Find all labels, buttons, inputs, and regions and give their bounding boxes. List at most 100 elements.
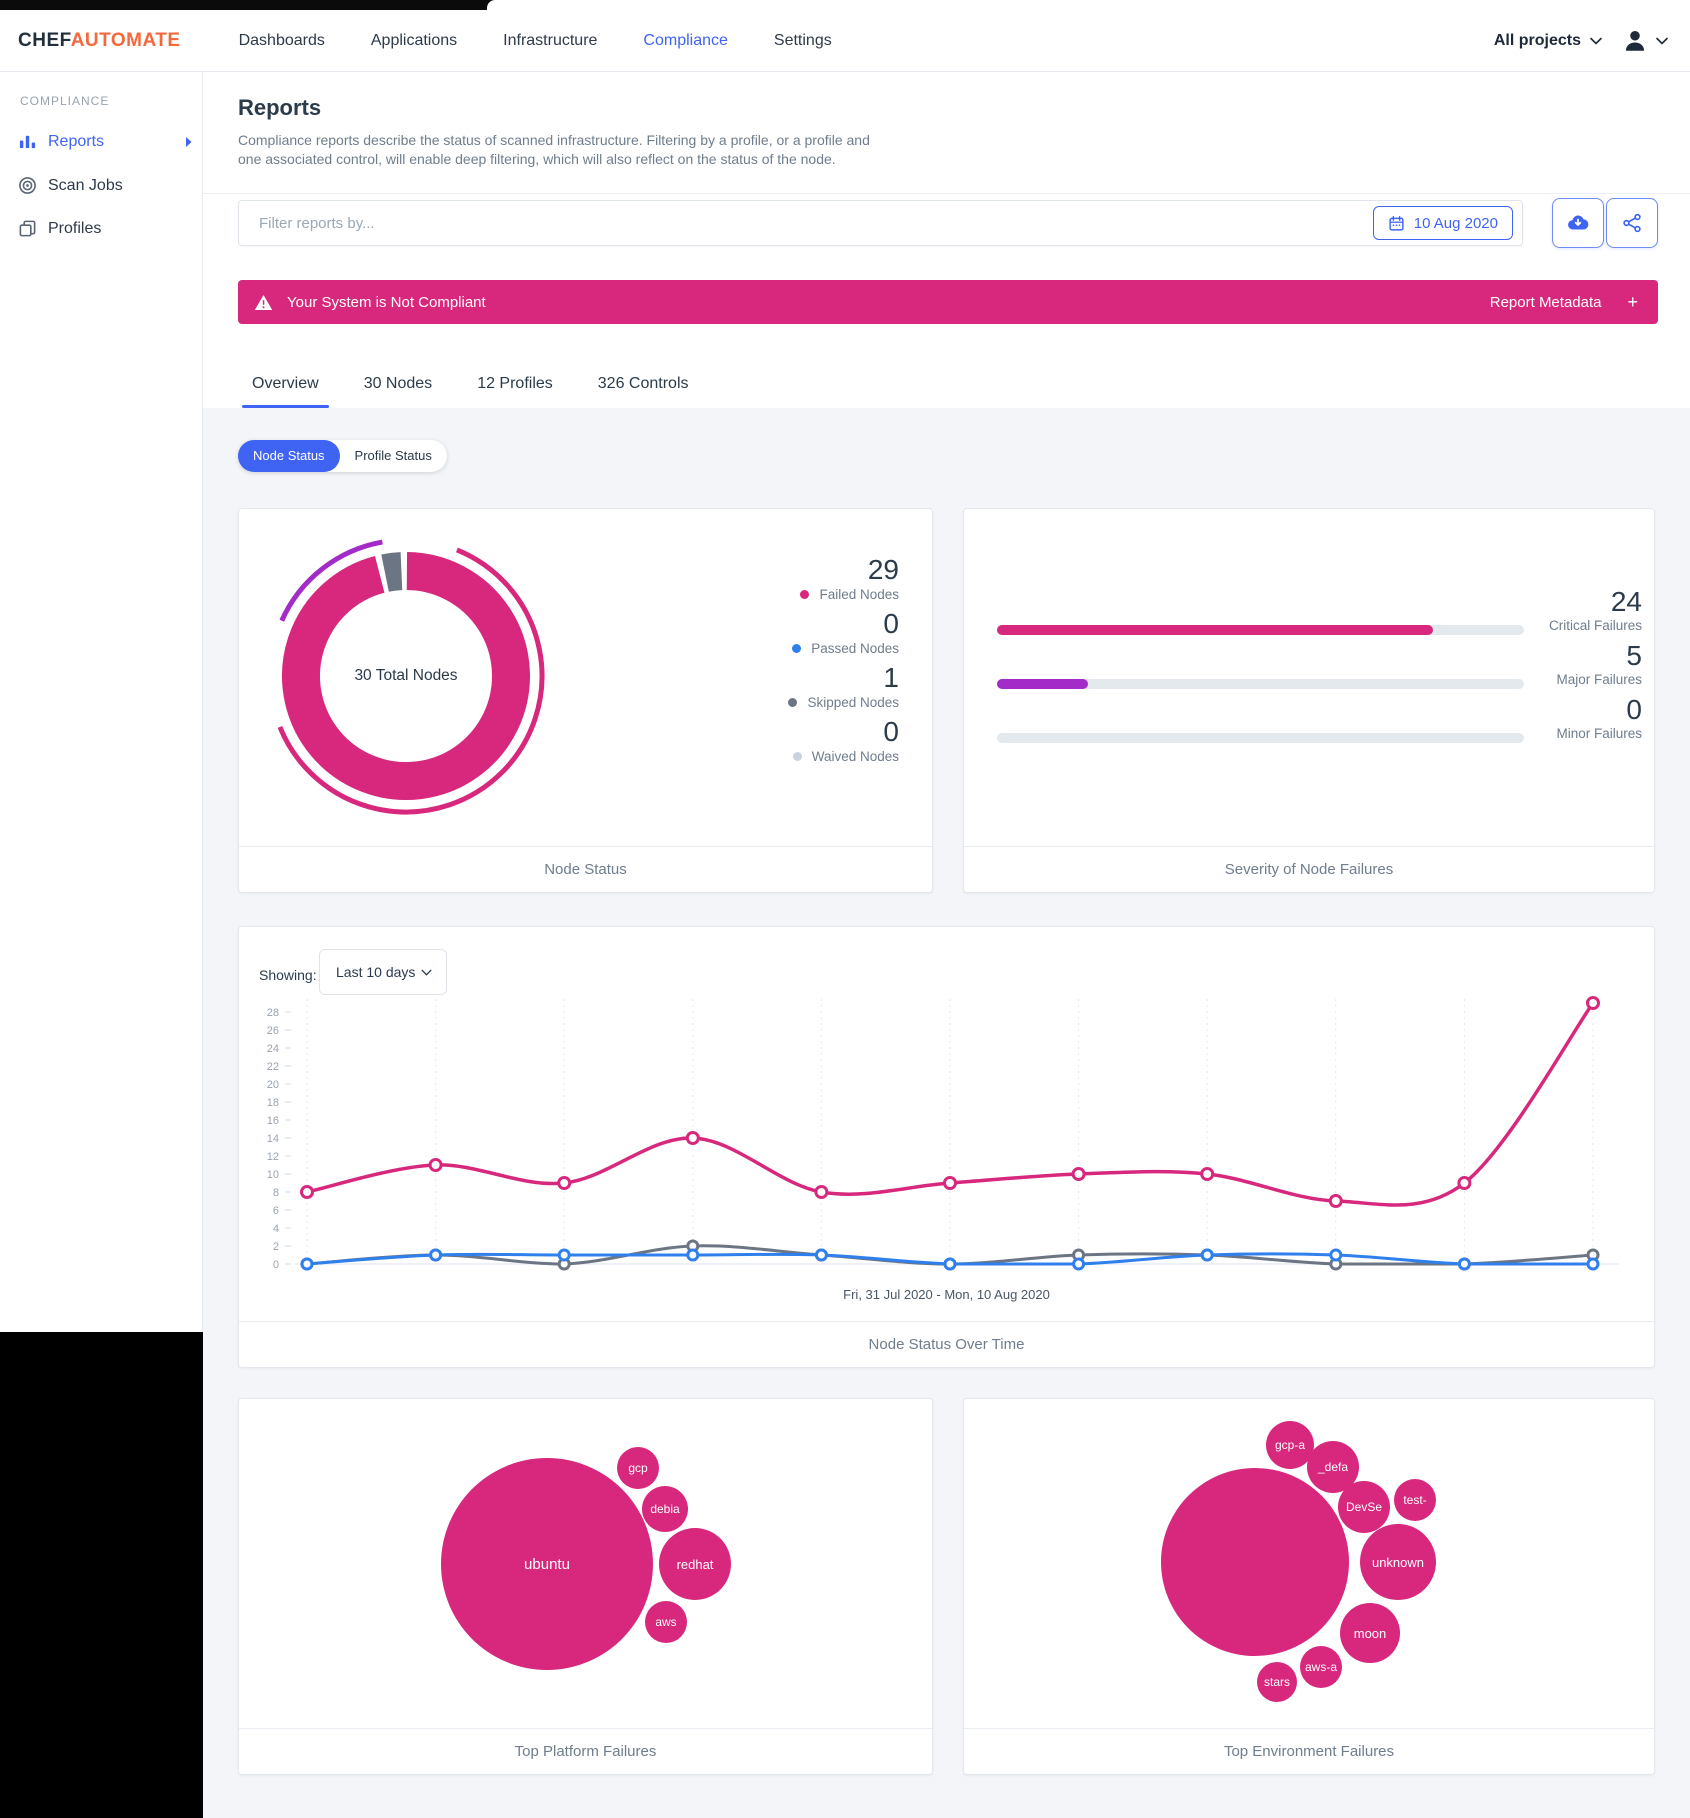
toggle-profile-status[interactable]: Profile Status (354, 448, 432, 463)
compliance-sidebar: COMPLIANCE Reports Scan Jobs Profiles (0, 72, 203, 1332)
report-metadata-label: Report Metadata (1489, 293, 1602, 311)
tab-overview[interactable]: Overview (242, 360, 329, 408)
top-platform-failures-card: ubuntu gcp debia redhat aws Top Platform Fai… (238, 1398, 933, 1775)
share-report-button[interactable] (1606, 198, 1658, 248)
download-report-button[interactable] (1552, 198, 1604, 248)
bubble-aws[interactable]: aws (645, 1601, 687, 1643)
date-picker-value: 10 Aug 2020 (1413, 214, 1498, 232)
line-point[interactable] (1457, 1176, 1472, 1190)
y-tick-label: 26 (267, 1025, 279, 1037)
major-count: 5 (1626, 640, 1642, 671)
line-point[interactable] (1328, 1194, 1343, 1208)
chevron-down-icon (1590, 37, 1602, 45)
y-tick-label: 28 (267, 1007, 279, 1019)
major-failures-row: 5 Major Failures (997, 641, 1642, 695)
sidebar-item-profiles[interactable]: Profiles (18, 219, 193, 238)
donut-slice-skipped-nodes[interactable] (381, 552, 403, 592)
nav-dashboards[interactable]: Dashboards (238, 31, 325, 49)
plus-icon: + (1627, 291, 1638, 312)
bubble-gcp[interactable]: gcp (617, 1447, 659, 1489)
sidebar-item-scan-jobs[interactable]: Scan Jobs (18, 176, 193, 195)
line-point[interactable] (814, 1185, 829, 1199)
filter-reports-input[interactable] (239, 214, 1373, 232)
bubble-stars[interactable]: stars (1257, 1662, 1297, 1702)
line-point[interactable] (300, 1257, 314, 1271)
line-point[interactable] (686, 1248, 700, 1262)
date-range-select[interactable]: Last 10 days (319, 949, 447, 995)
line-point[interactable] (1071, 1167, 1086, 1181)
skipped-dot-icon (788, 698, 798, 707)
line-point[interactable] (1200, 1167, 1215, 1181)
donut-slice-failed-nodes[interactable] (282, 552, 530, 800)
line-point[interactable] (428, 1158, 443, 1172)
failed-dot-icon (800, 590, 810, 599)
tab-profiles[interactable]: 12 Profiles (477, 375, 553, 392)
radar-icon (19, 177, 36, 194)
card-title: Node Status (239, 846, 932, 892)
environment-bubble-chart: gcp-a _defa DevSe test-unknown moon aws-a star… (964, 1399, 1654, 1730)
donut-center-label: 30 Total Nodes (354, 667, 458, 684)
line-point[interactable] (685, 1131, 700, 1145)
date-range-value: Last 10 days (336, 964, 416, 980)
node-status-donut-chart (277, 539, 545, 815)
skipped-label: Skipped Nodes (807, 695, 899, 710)
y-tick-label: 2 (273, 1241, 279, 1253)
non-compliant-banner: Your System is Not Compliant Report Meta… (238, 280, 1658, 324)
projects-filter[interactable]: All projects (1494, 32, 1602, 50)
bubble-debia[interactable]: debia (642, 1486, 688, 1532)
failed-count: 29 (867, 554, 899, 585)
line-point[interactable] (1457, 1257, 1471, 1271)
user-menu[interactable] (1622, 28, 1668, 54)
bubble-ubuntu[interactable]: ubuntu (441, 1458, 653, 1670)
app-logo[interactable]: CHEFAUTOMATE (18, 30, 181, 52)
toggle-node-status[interactable]: Node Status (238, 440, 340, 472)
bubble-moon[interactable]: moon (1340, 1603, 1400, 1663)
bubble-DevSe[interactable]: DevSe (1338, 1481, 1390, 1533)
line-point[interactable] (814, 1248, 828, 1262)
donut-outer-arc (279, 539, 383, 622)
line-point[interactable] (557, 1248, 571, 1262)
bubble-unknown[interactable]: unknown (1360, 1524, 1436, 1600)
bubble-redhat[interactable]: redhat (659, 1528, 731, 1600)
line-point[interactable] (1586, 1257, 1600, 1271)
line-point[interactable] (943, 1257, 957, 1271)
minor-label: Minor Failures (1556, 726, 1642, 741)
chevron-down-icon (1656, 37, 1668, 45)
report-metadata-toggle[interactable]: Report Metadata + (1490, 292, 1638, 313)
major-label: Major Failures (1556, 672, 1642, 687)
nav-applications[interactable]: Applications (370, 31, 458, 49)
bubble-gcp-a[interactable]: gcp-a (1266, 1421, 1314, 1469)
line-point[interactable] (429, 1248, 443, 1262)
line-point[interactable] (1586, 996, 1600, 1010)
passed-label: Passed Nodes (811, 641, 899, 656)
date-picker-button[interactable]: 10 Aug 2020 (1372, 206, 1513, 240)
card-title: Top Environment Failures (964, 1728, 1654, 1774)
failed-label: Failed Nodes (819, 587, 899, 602)
critical-failures-row: 24 Critical Failures (997, 587, 1642, 641)
y-tick-label: 14 (267, 1133, 279, 1145)
line-point[interactable] (300, 1185, 314, 1199)
tab-controls[interactable]: 326 Controls (597, 375, 689, 392)
line-point[interactable] (1329, 1248, 1343, 1262)
filter-bar: 10 Aug 2020 (238, 200, 1523, 246)
nav-infrastructure[interactable]: Infrastructure (503, 31, 598, 49)
line-point[interactable] (1072, 1257, 1086, 1271)
severity-card: 24 Critical Failures 5 Major Failures 0 Min… (963, 508, 1655, 893)
bubble[interactable] (1161, 1468, 1349, 1656)
y-tick-label: 18 (267, 1097, 279, 1109)
page-description: Compliance reports describe the status o… (238, 132, 870, 167)
line-point[interactable] (557, 1176, 572, 1190)
bubble-test-[interactable]: test- (1394, 1479, 1436, 1521)
line-point[interactable] (1200, 1248, 1214, 1262)
tab-nodes[interactable]: 30 Nodes (363, 375, 433, 392)
critical-failures-bar (997, 625, 1524, 635)
critical-failures-fill (997, 625, 1434, 635)
bubble-aws-a[interactable]: aws-a (1300, 1646, 1342, 1688)
sidebar-item-reports[interactable]: Reports (18, 132, 193, 151)
nav-compliance[interactable]: Compliance (643, 31, 728, 49)
node-status-over-time-card: Showing: Last 10 days 0 2 4 6 8 10 12 14 16 18 20 2… (238, 926, 1655, 1368)
line-point[interactable] (943, 1176, 957, 1190)
y-tick-label: 4 (273, 1223, 279, 1235)
nav-settings[interactable]: Settings (773, 31, 832, 49)
